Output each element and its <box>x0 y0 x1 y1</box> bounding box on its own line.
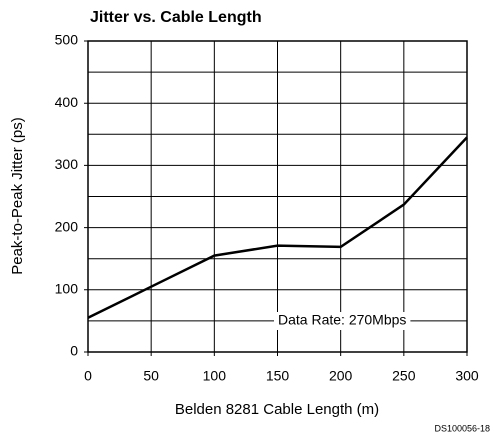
x-tick-label: 50 <box>143 368 159 384</box>
line <box>87 136 468 319</box>
y-tick-label: 500 <box>55 32 79 48</box>
y-tick-label: 100 <box>55 281 79 297</box>
legend-label: Data Rate: 270Mbps <box>278 312 406 328</box>
y-tick-label: 300 <box>55 156 79 172</box>
plot-frame <box>87 40 468 353</box>
y-tick-label: 200 <box>55 218 79 234</box>
footnote: DS100056-18 <box>434 423 490 433</box>
x-tick-label: 0 <box>84 368 92 384</box>
legend-box <box>274 312 411 330</box>
y-tick-label: 0 <box>70 343 78 359</box>
x-tick-label: 100 <box>203 368 227 384</box>
chart-title: Jitter vs. Cable Length <box>90 9 262 26</box>
x-tick-label: 300 <box>455 368 479 384</box>
y-axis-label: Peak-to-Peak Jitter (ps) <box>9 117 26 275</box>
y-tick-label: 400 <box>55 94 79 110</box>
x-tick-label: 250 <box>392 368 416 384</box>
x-tick-label: 150 <box>266 368 290 384</box>
x-tick-label: 200 <box>329 368 353 384</box>
x-axis-label: Belden 8281 Cable Length (m) <box>175 401 379 418</box>
